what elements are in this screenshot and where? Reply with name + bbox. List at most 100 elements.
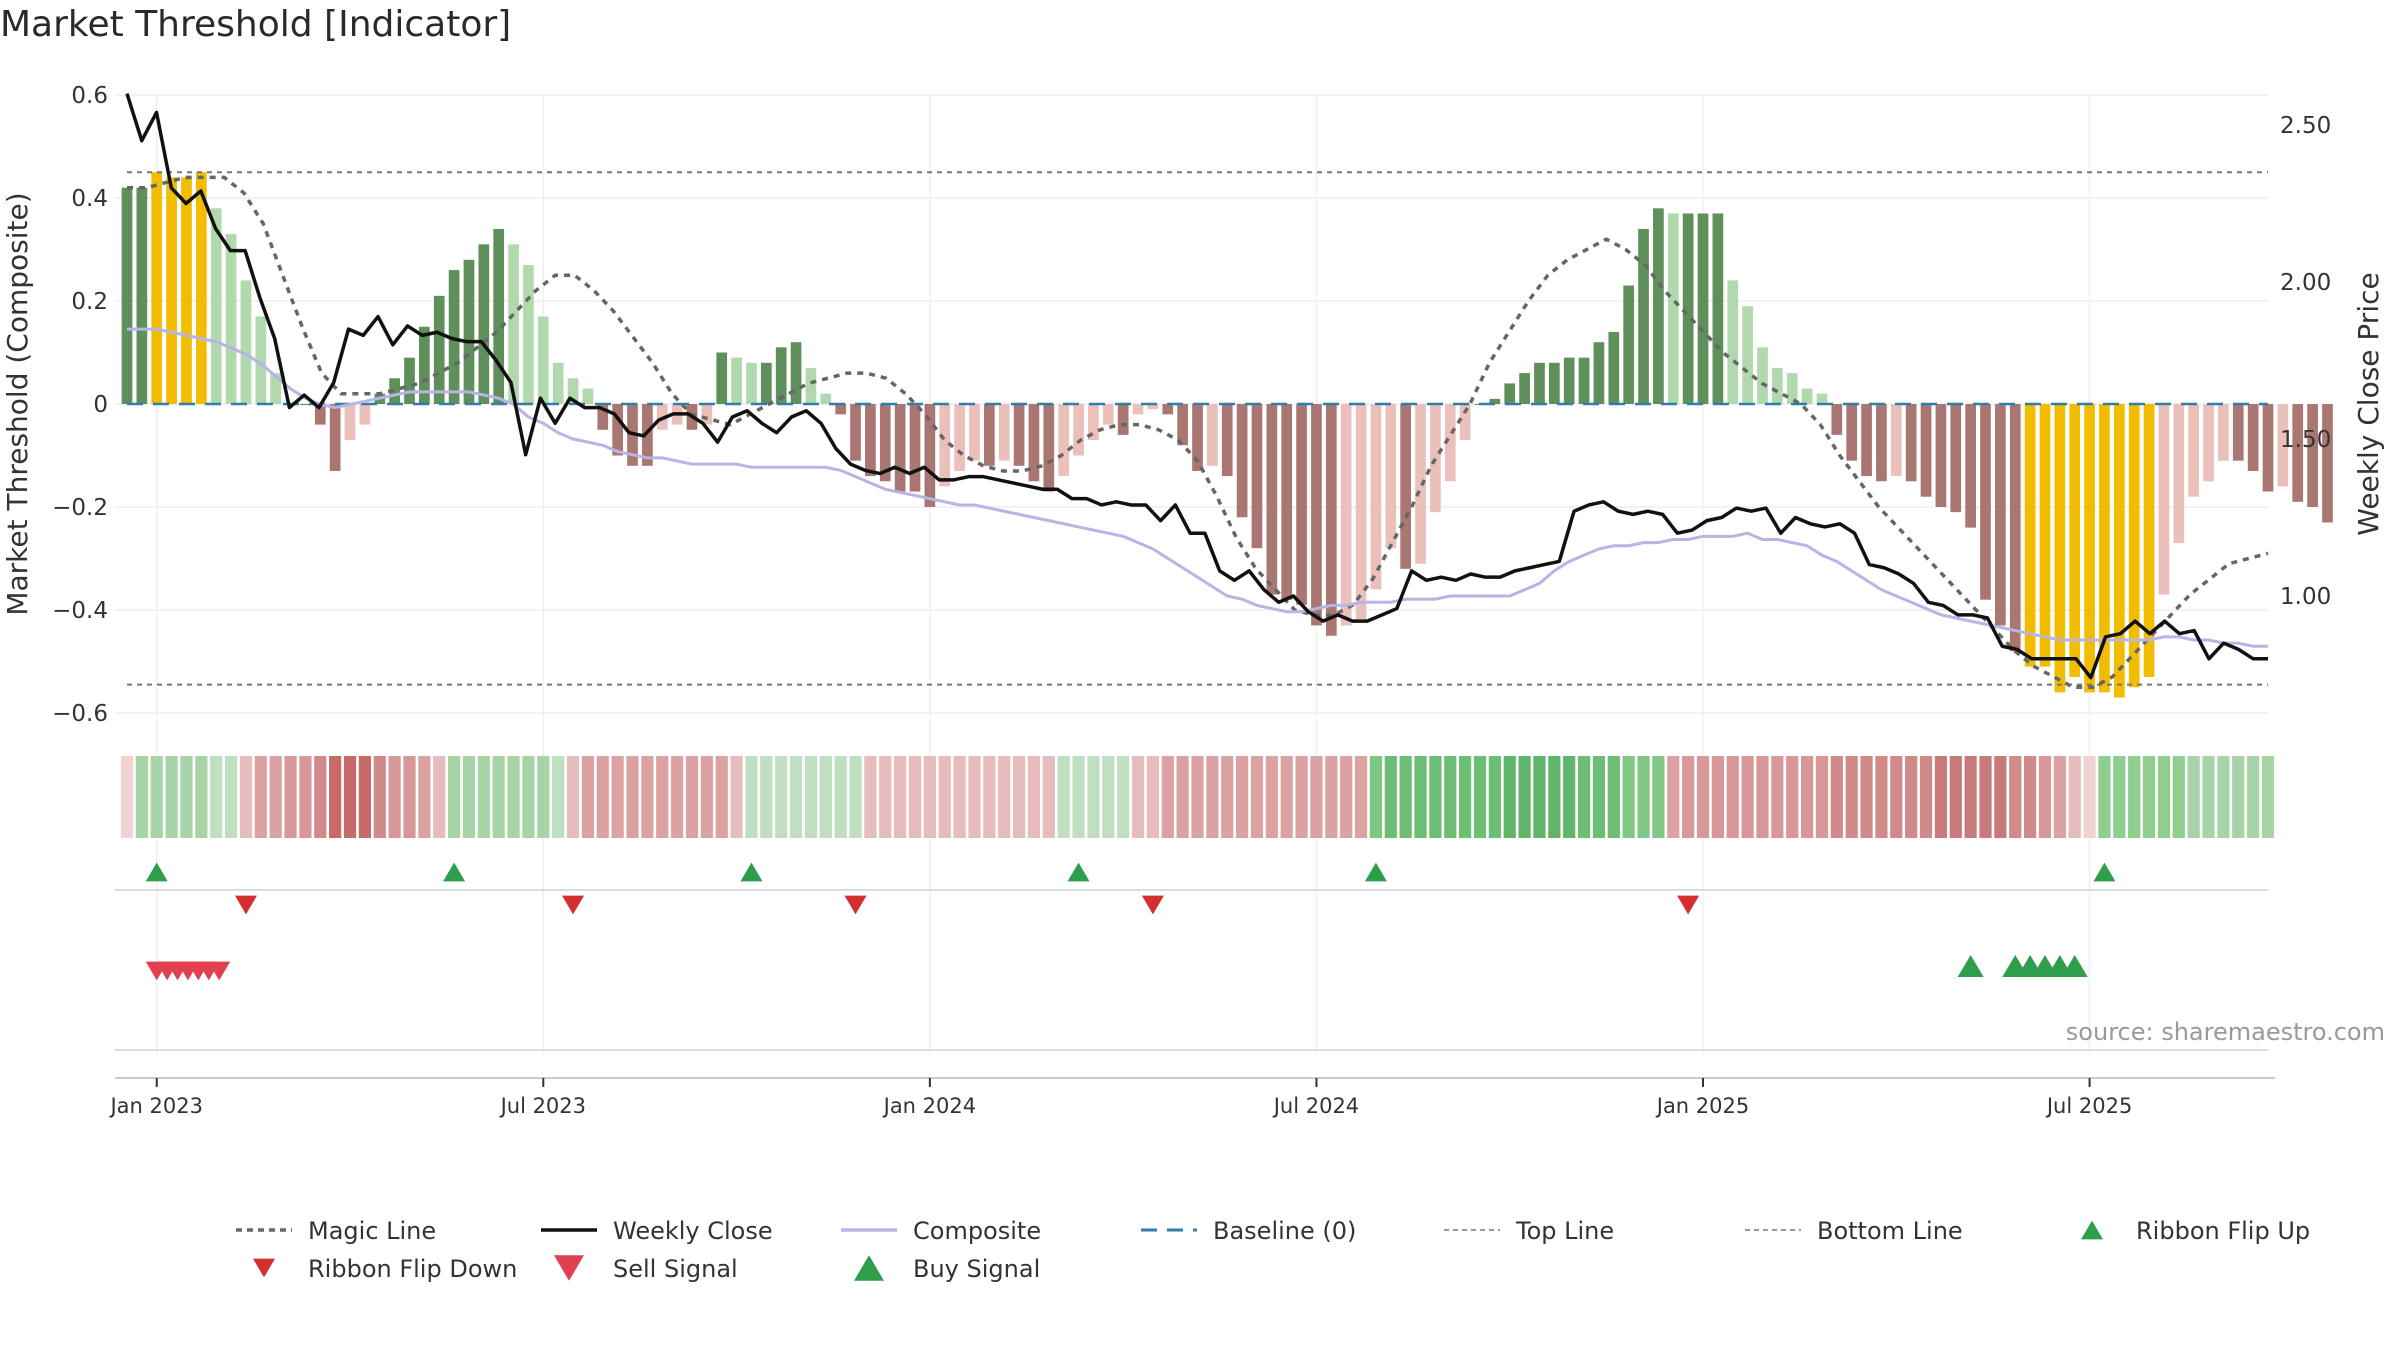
composite-bar <box>1890 404 1902 477</box>
composite-bar <box>181 177 192 404</box>
chart-title: Market Threshold [Indicator] <box>0 4 512 45</box>
composite-bar <box>983 404 995 466</box>
ribbon-cell <box>150 756 163 838</box>
ribbon-cell <box>1488 756 1501 838</box>
ribbon-cell <box>819 756 832 838</box>
composite-bar <box>790 342 802 404</box>
composite-bar <box>805 367 817 404</box>
source-credit: source: sharemaestro.com <box>2066 1018 2385 1046</box>
ribbon-cell <box>1696 756 1710 838</box>
ribbon-cell <box>685 756 699 838</box>
ribbon-flip-down-marker <box>562 895 585 915</box>
composite-bar <box>1816 393 1828 404</box>
composite-bar <box>478 244 490 404</box>
composite-bar <box>314 404 326 425</box>
composite-bar <box>2099 404 2110 693</box>
ribbon-cell <box>343 756 357 838</box>
composite-bar <box>2277 404 2289 487</box>
ribbon-cell <box>2083 756 2096 838</box>
ribbon-cell <box>1994 756 2007 838</box>
ribbon-cell <box>581 756 595 838</box>
composite-bar <box>1697 213 1709 404</box>
ribbon-cell <box>1265 756 1278 838</box>
composite-bar <box>1653 208 1664 404</box>
composite-bar <box>1251 404 1263 549</box>
composite-bar <box>433 295 445 404</box>
composite-bar <box>1162 404 1174 415</box>
composite-bar <box>1102 404 1114 425</box>
composite-bar <box>2054 404 2066 693</box>
ribbon-cell <box>1771 756 1784 838</box>
ribbon-cell <box>224 756 238 838</box>
legend-label: Sell Signal <box>613 1255 738 1283</box>
composite-bar <box>642 404 653 466</box>
composite-bar <box>1489 398 1501 404</box>
composite-bar <box>389 378 400 404</box>
composite-bar <box>1593 342 1605 404</box>
ribbon-cell <box>894 756 907 838</box>
ribbon-cell <box>1667 756 1680 838</box>
composite-bar <box>419 326 430 404</box>
composite-bar <box>865 404 876 477</box>
ribbon-cell <box>2068 756 2081 838</box>
composite-bar <box>2039 404 2051 667</box>
composite-bar <box>404 357 415 404</box>
ribbon-cell <box>329 756 342 838</box>
ribbon-cell <box>552 756 565 838</box>
composite-line <box>127 327 2268 648</box>
ribbon-flip-up-marker <box>1067 862 1090 882</box>
ribbon-cell <box>2187 756 2200 838</box>
composite-bar <box>998 404 1010 461</box>
legend-label: Ribbon Flip Down <box>308 1255 517 1283</box>
composite-bar <box>166 177 177 404</box>
legend-label: Buy Signal <box>913 1255 1040 1283</box>
ribbon-cell <box>641 756 654 838</box>
ribbon-cell <box>656 756 669 838</box>
ribbon-cell <box>388 756 401 838</box>
composite-bar <box>1608 331 1620 404</box>
composite-bar <box>1370 404 1382 590</box>
composite-bar <box>1534 362 1545 404</box>
composite-bar <box>195 172 207 404</box>
composite-bar <box>1905 404 1917 482</box>
ribbon-cell <box>120 756 134 838</box>
composite-bar <box>1786 373 1798 404</box>
composite-bar <box>1058 404 1070 477</box>
ribbon-cell <box>2009 756 2022 838</box>
composite-bar <box>1980 404 1991 600</box>
ribbon-cell <box>1815 756 1829 838</box>
composite-bar <box>1935 404 1947 507</box>
ribbon-cell <box>1042 756 1055 838</box>
ribbon-flip-up-marker <box>443 862 466 882</box>
ribbon-cell <box>492 756 505 838</box>
ribbon-cell <box>1979 756 1992 838</box>
composite-bar <box>820 393 832 404</box>
ribbon-cell <box>210 756 223 838</box>
ribbon-cell <box>1176 756 1189 838</box>
ribbon-cell <box>1295 756 1308 838</box>
axes: 0.6 0.4 0.2 0 −0.2 −0.4 −0.6 2.50 2.00 1.50 1.00 Ma… <box>1 83 2385 1118</box>
ribbon-cell <box>1280 756 1293 838</box>
composite-bar <box>1028 404 1040 482</box>
composite-bar <box>210 208 222 404</box>
y-tick-label: 0.2 <box>71 289 108 315</box>
composite-bar <box>1177 404 1188 446</box>
composite-bar <box>1965 404 1976 528</box>
ribbon-cell <box>611 756 624 838</box>
ribbon-cell <box>923 756 936 838</box>
composite-bar <box>2247 404 2259 471</box>
composite-bar <box>879 404 891 482</box>
composite-bar <box>2188 404 2200 497</box>
y-tick-label: −0.4 <box>52 598 108 624</box>
composite-bar <box>760 362 772 404</box>
composite-bar <box>1563 357 1575 404</box>
ribbon-cell <box>1533 756 1546 838</box>
composite-bar <box>1325 404 1337 636</box>
ribbon-cell <box>2142 756 2156 838</box>
ribbon-cell <box>2261 756 2275 838</box>
composite-bar <box>731 357 742 404</box>
ribbon-cell <box>1622 756 1635 838</box>
ribbon-cell <box>2217 756 2230 838</box>
ribbon-cell <box>1146 756 1159 838</box>
ribbon-cell <box>1592 756 1606 838</box>
